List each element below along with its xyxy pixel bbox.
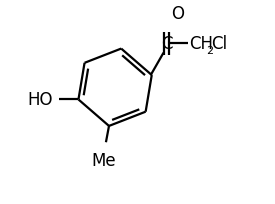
Text: 2: 2 <box>206 45 213 55</box>
Text: C: C <box>161 35 173 53</box>
Text: HO: HO <box>28 91 53 109</box>
Text: CH: CH <box>189 35 213 53</box>
Text: Me: Me <box>92 151 116 169</box>
Text: Cl: Cl <box>211 35 227 53</box>
Text: O: O <box>171 5 184 23</box>
